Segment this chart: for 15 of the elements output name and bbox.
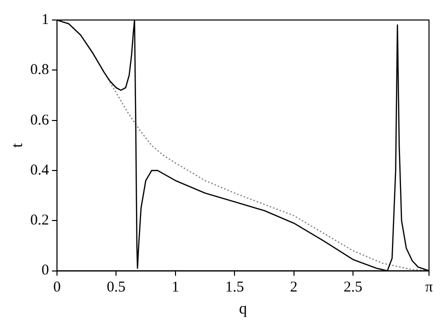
x-tick-label: 2 xyxy=(290,280,298,296)
x-tick-label: 1.5 xyxy=(225,280,244,296)
x-tick-label: π xyxy=(425,280,434,296)
y-axis-title: t xyxy=(8,142,26,148)
y-tick-label: 0.8 xyxy=(30,62,49,78)
x-axis-title: q xyxy=(238,300,247,318)
x-tick-label: 2.5 xyxy=(344,280,362,296)
y-tick-label: 0.2 xyxy=(30,212,49,229)
y-tick-label: 0.6 xyxy=(30,112,50,128)
x-tick-label: 1 xyxy=(172,280,180,296)
y-tick-label: 0.4 xyxy=(30,162,50,178)
y-tick-label: 1 xyxy=(41,12,49,28)
x-tick-label: 0.5 xyxy=(106,280,126,296)
x-tick-label: 0 xyxy=(53,280,61,296)
y-tick-label: 0 xyxy=(41,262,49,279)
